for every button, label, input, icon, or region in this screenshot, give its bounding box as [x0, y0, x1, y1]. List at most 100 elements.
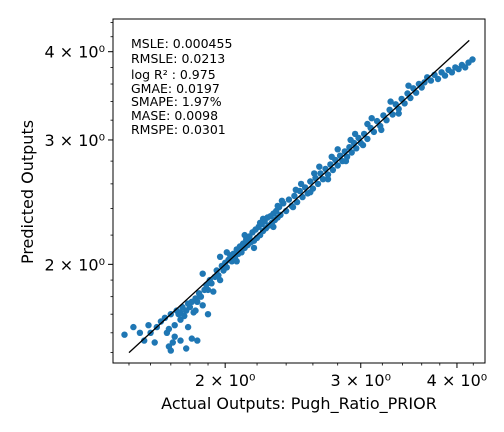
- metric-smape: SMAPE: 1.97%: [131, 94, 222, 109]
- data-point: [434, 75, 442, 83]
- data-point: [307, 178, 314, 185]
- x-tick-label: 4 × 10⁰: [427, 371, 488, 390]
- data-point: [322, 165, 329, 173]
- data-point: [353, 145, 360, 152]
- data-point: [188, 335, 195, 342]
- y-axis-title: Predicted Outputs: [18, 120, 37, 264]
- data-point: [297, 180, 305, 188]
- data-point: [327, 161, 334, 168]
- metric-rmspe: RMSPE: 0.0301: [131, 122, 226, 137]
- metric-msle: MSLE: 0.000455: [131, 36, 232, 51]
- data-point: [136, 329, 144, 336]
- data-point: [216, 276, 224, 284]
- data-point: [334, 162, 341, 169]
- data-point: [256, 219, 264, 226]
- data-point: [368, 115, 375, 122]
- data-point: [334, 146, 341, 153]
- data-point: [161, 314, 169, 321]
- metric-mase: MASE: 0.0098: [131, 108, 218, 123]
- data-point: [324, 171, 332, 178]
- data-point: [462, 64, 469, 71]
- data-point: [171, 322, 178, 329]
- data-point: [427, 77, 435, 84]
- data-point: [216, 253, 224, 260]
- data-point: [342, 157, 350, 165]
- data-point: [199, 270, 206, 277]
- data-point: [364, 120, 371, 128]
- y-tick-label: 3 × 10⁰: [44, 131, 105, 150]
- data-point: [183, 345, 190, 352]
- data-point: [145, 322, 152, 329]
- data-point: [210, 288, 217, 295]
- data-point: [197, 293, 205, 300]
- data-point: [186, 303, 194, 311]
- data-point: [213, 267, 220, 274]
- data-point: [311, 170, 318, 177]
- data-point: [316, 163, 323, 170]
- data-point: [181, 312, 188, 320]
- data-point: [233, 258, 240, 265]
- y-tick-label: 2 × 10⁰: [44, 255, 105, 274]
- data-point: [151, 339, 158, 346]
- y-tick-label: 4 × 10⁰: [44, 43, 105, 62]
- metrics-box: MSLE: 0.000455 RMSLE: 0.0213 log R² : 0.…: [131, 36, 232, 137]
- data-point: [378, 126, 385, 134]
- data-point: [359, 141, 367, 149]
- data-point: [204, 311, 212, 318]
- data-point: [169, 339, 176, 346]
- axis-ticks: 2 × 10⁰ 3 × 10⁰ 4 × 10⁰ 2 × 10⁰ 3 × 10⁰ 4 × 1…: [44, 22, 487, 390]
- data-point: [194, 337, 201, 344]
- data-point: [223, 249, 230, 256]
- metric-rmsle: RMSLE: 0.0213: [131, 51, 225, 66]
- data-point: [395, 110, 402, 117]
- data-point: [285, 196, 293, 203]
- data-point: [448, 69, 456, 76]
- data-point: [469, 56, 476, 63]
- data-point: [223, 264, 230, 271]
- data-point: [370, 128, 378, 136]
- data-point: [307, 189, 314, 196]
- data-point: [351, 130, 359, 138]
- data-point: [289, 203, 297, 211]
- x-tick-label: 3 × 10⁰: [330, 371, 391, 390]
- data-point: [192, 307, 199, 314]
- data-point: [387, 98, 394, 105]
- data-point: [165, 343, 173, 350]
- data-point: [215, 272, 222, 279]
- data-point: [291, 192, 298, 200]
- data-point: [347, 136, 354, 144]
- data-point: [204, 286, 212, 294]
- data-point: [319, 176, 327, 183]
- data-point: [328, 153, 335, 160]
- data-point: [177, 337, 184, 344]
- data-point: [314, 180, 322, 188]
- reference-line: [128, 39, 470, 354]
- data-point: [292, 186, 299, 193]
- data-point: [348, 149, 355, 156]
- data-point: [250, 244, 258, 252]
- data-point: [441, 72, 449, 79]
- data-point: [405, 82, 412, 89]
- metric-log-r2: log R² : 0.975: [131, 67, 216, 82]
- data-point: [270, 223, 277, 231]
- x-tick-label: 2 × 10⁰: [195, 371, 256, 390]
- data-point: [199, 302, 206, 309]
- data-point: [121, 331, 128, 338]
- x-axis-title: Actual Outputs: Pugh_Ratio_PRIOR: [161, 394, 437, 414]
- data-point: [171, 333, 178, 340]
- data-point: [241, 231, 248, 239]
- data-point: [324, 176, 332, 183]
- data-point: [278, 197, 286, 204]
- data-point: [274, 202, 281, 210]
- data-point: [194, 298, 201, 305]
- data-point: [208, 280, 215, 287]
- data-point: [277, 211, 284, 219]
- data-points: [121, 56, 476, 354]
- data-point: [364, 135, 371, 143]
- data-point: [141, 337, 148, 344]
- metric-gmae: GMAE: 0.0197: [131, 81, 220, 96]
- data-point: [165, 325, 173, 333]
- data-point: [329, 166, 337, 174]
- data-point: [184, 323, 192, 331]
